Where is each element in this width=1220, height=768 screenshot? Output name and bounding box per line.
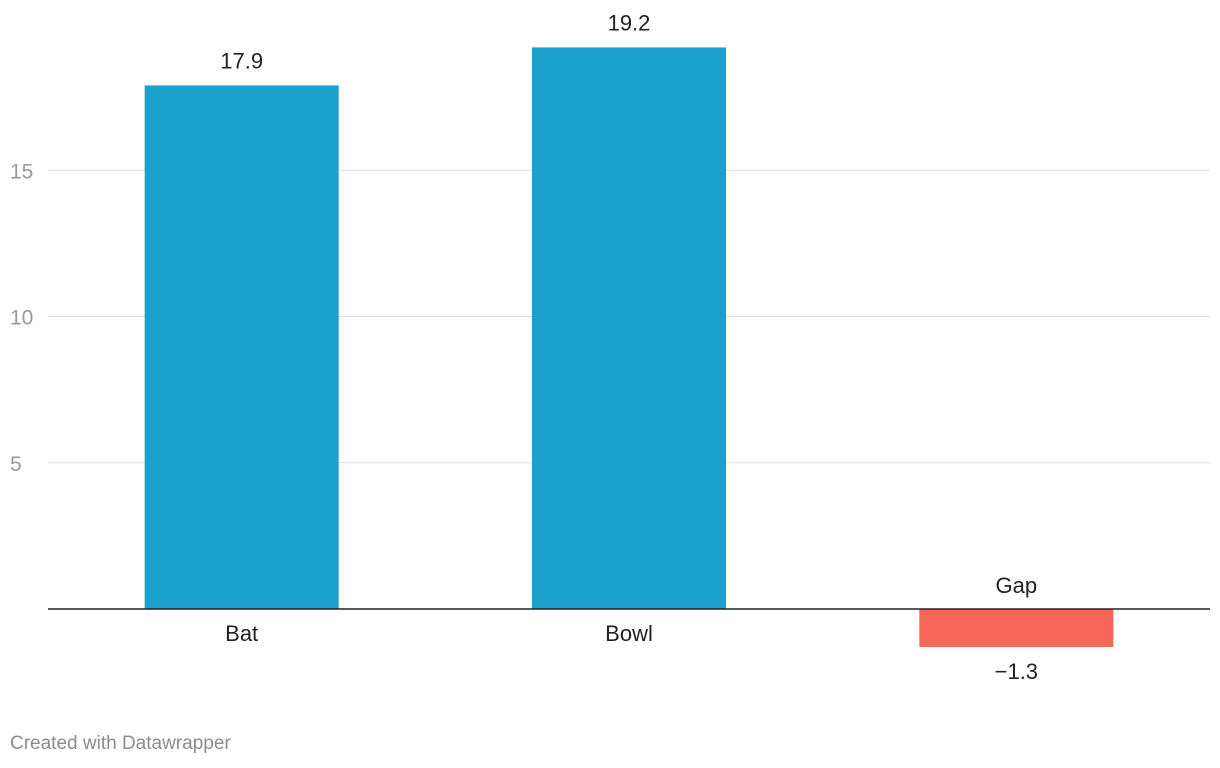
value-label-gap: −1.3 xyxy=(995,659,1038,684)
category-label-bat: Bat xyxy=(225,621,258,646)
y-tick-label-15: 15 xyxy=(10,160,33,183)
value-label-bowl: 19.2 xyxy=(608,10,651,35)
value-label-bat: 17.9 xyxy=(220,48,263,73)
y-tick-label-5: 5 xyxy=(10,453,22,476)
bar-bat xyxy=(144,85,339,610)
bar-bowl xyxy=(532,47,726,609)
category-label-bowl: Bowl xyxy=(605,621,653,646)
credit-text: Created with Datawrapper xyxy=(10,733,231,754)
bar-gap xyxy=(919,609,1114,648)
category-label-gap: Gap xyxy=(996,573,1038,598)
y-tick-label-10: 10 xyxy=(10,307,33,330)
